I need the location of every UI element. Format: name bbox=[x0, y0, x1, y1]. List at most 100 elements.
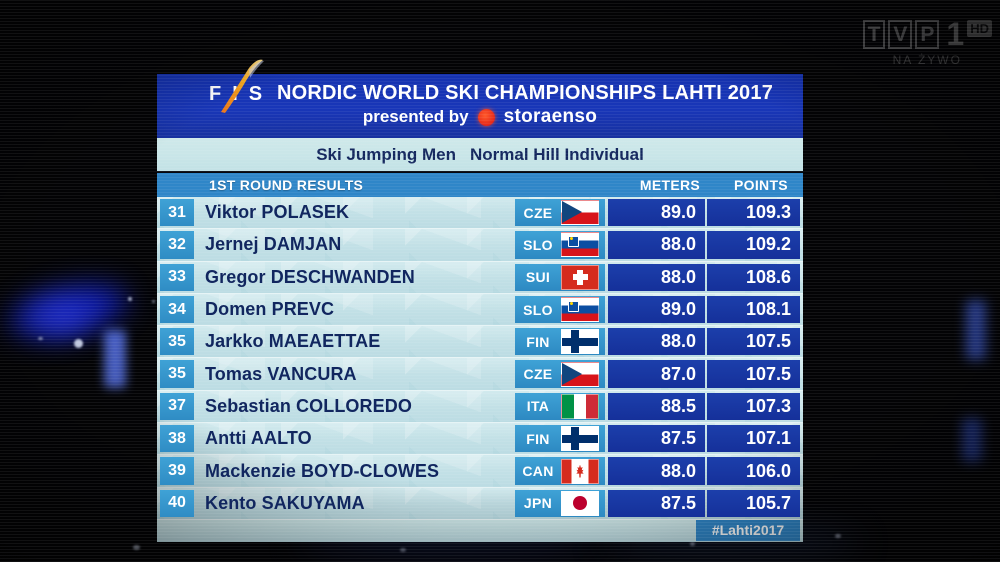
flag-fin-icon bbox=[561, 426, 599, 452]
table-row: 38 Antti AALTO FIN 87.5 107.1 bbox=[157, 423, 803, 456]
points-value: 108.1 bbox=[707, 295, 800, 324]
table-row: 35 Jarkko MAEAETTAE FIN 88.0 107.5 bbox=[157, 326, 803, 359]
table-row: 35 Tomas VANCURA CZE 87.0 107.5 bbox=[157, 358, 803, 391]
rank-badge: 40 bbox=[160, 489, 194, 517]
nation-code: SLO bbox=[523, 301, 553, 318]
rank-badge: 34 bbox=[160, 295, 194, 324]
flag-slo-icon bbox=[561, 297, 599, 323]
nation-code: SUI bbox=[525, 269, 551, 286]
storaenso-dot-icon bbox=[477, 108, 495, 126]
meters-value: 87.5 bbox=[608, 425, 705, 453]
athlete-name: Jernej DAMJAN bbox=[205, 234, 342, 255]
live-indicator-label: NA ŻYWO bbox=[892, 53, 962, 67]
channel-letter-t: T bbox=[862, 19, 886, 49]
points-value: 106.0 bbox=[707, 457, 800, 485]
meters-value: 88.0 bbox=[608, 457, 705, 485]
rank-badge: 39 bbox=[160, 457, 194, 485]
rank-badge: 35 bbox=[160, 360, 194, 388]
athlete-name: Sebastian COLLOREDO bbox=[205, 395, 412, 416]
meters-value: 87.5 bbox=[608, 489, 705, 517]
meters-value: 89.0 bbox=[608, 199, 705, 227]
light-spark bbox=[400, 548, 406, 552]
athlete-name: Mackenzie BOYD-CLOWES bbox=[205, 460, 440, 481]
athlete-name: Viktor POLASEK bbox=[205, 202, 350, 223]
event-title: NORDIC WORLD SKI CHAMPIONSHIPS LAHTI 201… bbox=[277, 82, 774, 104]
nation-code: CAN bbox=[522, 463, 554, 480]
nation-cell: CZE bbox=[515, 199, 605, 227]
flag-cze-icon bbox=[561, 361, 599, 387]
nation-code: JPN bbox=[523, 495, 553, 512]
fis-letter-f: F bbox=[209, 83, 222, 105]
points-value: 107.5 bbox=[707, 360, 800, 388]
arena-light-glow bbox=[4, 276, 132, 346]
nation-cell: ITA bbox=[515, 392, 605, 421]
arena-light-glow bbox=[962, 418, 982, 462]
discipline-bar: Ski Jumping Men Normal Hill Individual bbox=[157, 138, 803, 173]
athlete-name: Jarkko MAEAETTAE bbox=[205, 331, 381, 352]
channel-number: 1 bbox=[946, 16, 965, 52]
presented-by-label: presented by bbox=[362, 107, 469, 126]
athlete-name: Kento SAKUYAMA bbox=[205, 492, 365, 513]
results-table-body: 31 Viktor POLASEK CZE 89.0 109.3 32 Jernej DAM… bbox=[157, 197, 803, 520]
flag-slo-icon bbox=[561, 232, 599, 258]
light-spark bbox=[38, 337, 43, 340]
nation-cell: CAN bbox=[515, 457, 605, 485]
arena-light-glow bbox=[966, 300, 986, 360]
flag-fin-icon bbox=[561, 329, 599, 355]
meters-value: 88.5 bbox=[608, 392, 705, 421]
flag-ita-icon bbox=[561, 393, 599, 419]
sponsor-line: presented by storaenso bbox=[157, 106, 803, 128]
flag-can-icon bbox=[561, 458, 599, 484]
nation-code: CZE bbox=[523, 366, 553, 383]
athlete-name: Antti AALTO bbox=[205, 428, 312, 449]
results-graphic-panel: F I S NORDIC WORLD SKI CHAMPIONSHIPS LAH… bbox=[157, 59, 803, 542]
light-spark bbox=[152, 300, 155, 303]
points-value: 109.2 bbox=[707, 231, 800, 259]
arena-light-glow bbox=[30, 300, 90, 334]
event-hashtag: #Lahti2017 bbox=[696, 519, 800, 541]
table-row: 32 Jernej DAMJAN SLO 88.0 109.2 bbox=[157, 229, 803, 262]
rank-badge: 33 bbox=[160, 263, 194, 291]
arena-light-glow bbox=[104, 330, 126, 388]
points-value: 108.6 bbox=[707, 263, 800, 291]
table-row: 40 Kento SAKUYAMA JPN 87.5 105.7 bbox=[157, 487, 803, 520]
table-title: 1ST ROUND RESULTS bbox=[209, 177, 364, 193]
athlete-name: Tomas VANCURA bbox=[205, 363, 357, 384]
rank-badge: 38 bbox=[160, 425, 194, 453]
meters-value: 88.0 bbox=[608, 231, 705, 259]
nation-code: FIN bbox=[526, 333, 550, 350]
nation-cell: SLO bbox=[515, 295, 605, 324]
points-value: 107.3 bbox=[707, 392, 800, 421]
meters-value: 87.0 bbox=[608, 360, 705, 388]
nation-code: CZE bbox=[523, 204, 553, 221]
event-category: Ski Jumping Men bbox=[316, 144, 456, 164]
points-value: 105.7 bbox=[707, 489, 800, 517]
meters-value: 88.0 bbox=[608, 263, 705, 291]
athlete-name: Domen PREVC bbox=[205, 299, 335, 320]
rank-badge: 32 bbox=[160, 231, 194, 259]
nation-cell: SLO bbox=[515, 231, 605, 259]
rank-badge: 31 bbox=[160, 199, 194, 227]
meters-value: 88.0 bbox=[608, 328, 705, 356]
rank-badge: 37 bbox=[160, 392, 194, 421]
column-header-meters: METERS bbox=[639, 177, 701, 193]
sponsor-name: storaenso bbox=[503, 106, 598, 127]
nation-cell: FIN bbox=[515, 328, 605, 356]
flag-jpn-icon bbox=[561, 490, 599, 516]
nation-code: FIN bbox=[526, 430, 550, 447]
table-row: 33 Gregor DESCHWANDEN SUI 88.0 108.6 bbox=[157, 261, 803, 294]
fis-logo: F I S bbox=[209, 83, 262, 106]
light-spark bbox=[74, 339, 83, 348]
nation-cell: SUI bbox=[515, 263, 605, 291]
channel-logo: T V P 1 HD NA ŻYWO bbox=[862, 16, 992, 67]
event-discipline: Normal Hill Individual bbox=[469, 144, 644, 164]
table-row: 31 Viktor POLASEK CZE 89.0 109.3 bbox=[157, 197, 803, 230]
fis-letter-s: S bbox=[248, 83, 263, 105]
points-value: 107.5 bbox=[707, 328, 800, 356]
meters-value: 89.0 bbox=[608, 295, 705, 324]
panel-footer: #Lahti2017 bbox=[157, 519, 803, 542]
event-banner: F I S NORDIC WORLD SKI CHAMPIONSHIPS LAH… bbox=[157, 59, 803, 138]
points-value: 109.3 bbox=[707, 199, 800, 227]
flag-sui-icon bbox=[561, 264, 599, 290]
light-spark bbox=[835, 534, 841, 538]
